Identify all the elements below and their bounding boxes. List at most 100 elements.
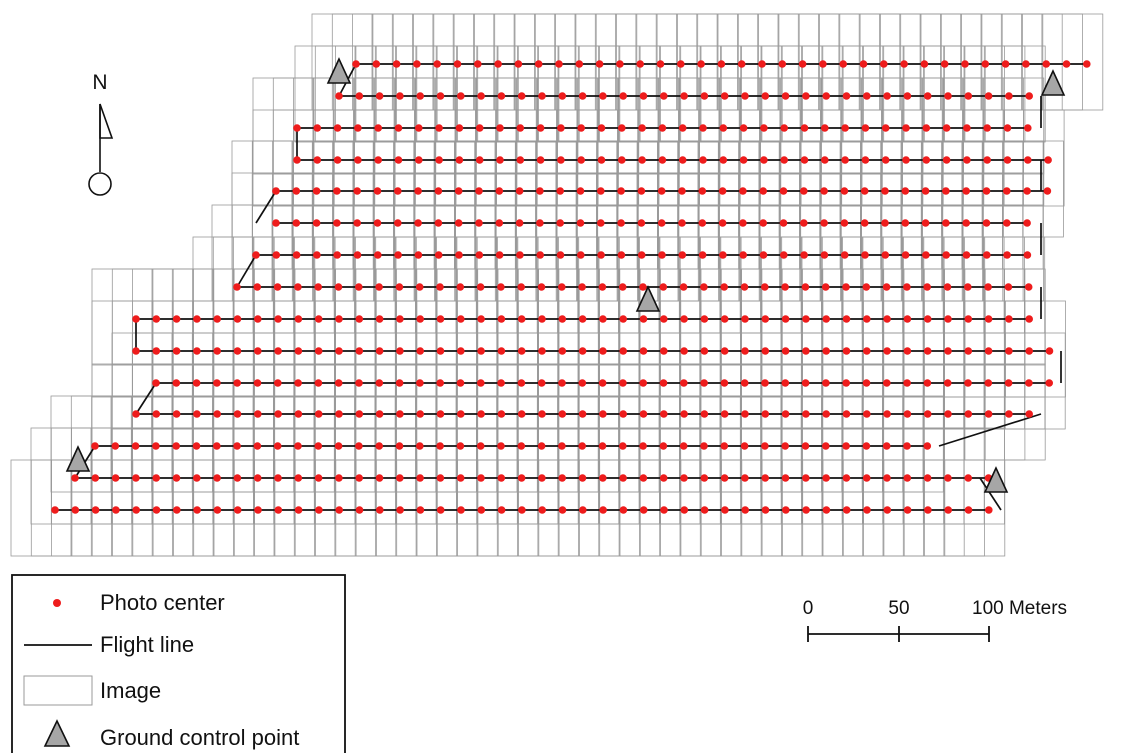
image-footprint — [254, 459, 316, 557]
image-footprint — [1003, 109, 1065, 207]
photo-center — [842, 474, 851, 482]
photo-center — [761, 283, 769, 291]
image-footprint — [842, 459, 904, 557]
photo-center — [821, 156, 829, 164]
photo-center — [739, 219, 747, 227]
photo-center — [213, 347, 221, 355]
photo-center — [761, 410, 770, 418]
photo-center — [579, 506, 587, 514]
photo-center — [619, 92, 627, 100]
photo-center — [637, 187, 646, 195]
photo-center — [456, 442, 465, 450]
photo-center — [699, 124, 707, 132]
photo-center — [334, 283, 343, 291]
photo-center — [639, 379, 647, 387]
photo-center — [720, 410, 729, 418]
photo-center — [739, 156, 748, 164]
photo-center — [172, 379, 181, 387]
photo-center — [436, 442, 444, 450]
photo-center — [416, 442, 424, 450]
photo-center — [538, 315, 546, 323]
photo-center — [619, 474, 627, 482]
photo-center — [454, 187, 463, 195]
photo-center — [355, 315, 364, 323]
photo-center — [822, 506, 831, 514]
photo-center — [782, 506, 790, 514]
photo-center — [619, 442, 627, 450]
photo-center — [455, 251, 463, 259]
photo-center — [558, 506, 567, 514]
scale-label-0: 0 — [803, 598, 814, 619]
photo-center — [335, 315, 343, 323]
photo-center — [353, 251, 362, 259]
photo-center — [435, 124, 443, 132]
photo-center — [781, 283, 789, 291]
photo-center — [314, 410, 323, 418]
photo-center — [863, 347, 871, 355]
photo-center — [802, 92, 810, 100]
photo-center — [963, 124, 971, 132]
photo-center — [312, 187, 321, 195]
photo-center — [333, 124, 342, 132]
photo-center — [173, 506, 181, 514]
flight-line-turn — [938, 413, 1042, 447]
photo-center — [253, 283, 262, 291]
photo-center — [882, 442, 891, 450]
photo-center — [497, 92, 506, 100]
photo-center — [901, 187, 910, 195]
photo-center — [213, 442, 221, 450]
photo-center — [802, 410, 810, 418]
photo-center — [172, 474, 181, 482]
photo-center — [680, 474, 688, 482]
photo-center — [111, 442, 120, 450]
photo-center — [903, 347, 912, 355]
photo-center — [314, 315, 323, 323]
photo-center — [802, 347, 810, 355]
photo-center — [597, 219, 605, 227]
photo-center — [737, 60, 746, 68]
photo-center — [902, 124, 910, 132]
photo-center — [333, 187, 341, 195]
photo-center — [477, 474, 485, 482]
image-footprint — [782, 459, 843, 557]
photo-center — [374, 124, 383, 132]
photo-center — [272, 187, 280, 195]
photo-center — [840, 187, 849, 195]
image-footprint — [274, 459, 336, 557]
photo-center — [558, 442, 566, 450]
image-footprint — [802, 459, 864, 557]
ground-control-point — [326, 57, 352, 84]
photo-center — [436, 379, 445, 387]
photo-center — [497, 410, 506, 418]
photo-center — [497, 283, 505, 291]
photo-center — [514, 60, 523, 68]
photo-center — [557, 156, 565, 164]
photo-center — [558, 410, 567, 418]
photo-center — [660, 315, 668, 323]
photo-center — [923, 442, 932, 450]
photo-center — [578, 283, 586, 291]
photo-center — [862, 442, 871, 450]
photo-center — [1024, 156, 1032, 164]
photo-center — [842, 506, 851, 514]
photo-center — [457, 347, 465, 355]
photo-center — [1025, 379, 1033, 387]
photo-center — [863, 315, 871, 323]
image-footprint — [91, 459, 153, 557]
photo-center — [861, 124, 870, 132]
photo-center — [1003, 251, 1011, 259]
photo-center — [638, 156, 646, 164]
north-arrow: N — [88, 71, 114, 196]
photo-center — [942, 124, 951, 132]
photo-center — [964, 410, 973, 418]
photo-center — [700, 442, 708, 450]
image-footprint — [984, 363, 1046, 461]
photo-center — [940, 60, 949, 68]
photo-center — [477, 379, 485, 387]
photo-center — [1025, 410, 1033, 418]
photo-center — [822, 347, 830, 355]
photo-center — [233, 474, 242, 482]
photo-center — [699, 156, 707, 164]
photo-center — [840, 251, 849, 259]
photo-center — [335, 92, 343, 100]
